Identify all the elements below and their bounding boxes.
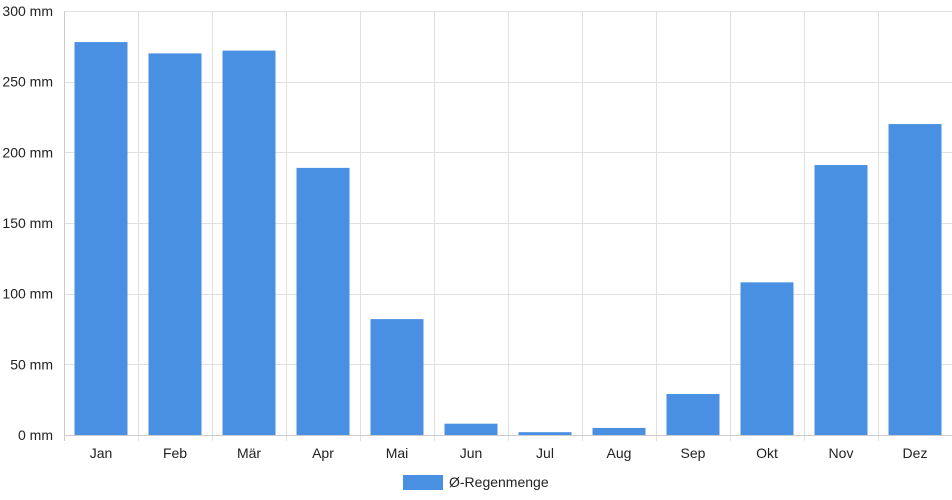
legend[interactable]: Ø-Regenmenge <box>403 474 549 490</box>
bar-dez[interactable] <box>888 124 942 436</box>
x-tick-label: Mär <box>237 445 261 461</box>
x-tick-label: Sep <box>681 445 706 461</box>
bar-aug[interactable] <box>592 427 646 435</box>
y-tick-label: 300 mm <box>2 3 53 19</box>
bar-jul[interactable] <box>518 432 572 435</box>
legend-swatch <box>403 475 443 490</box>
x-tick-label: Aug <box>607 445 632 461</box>
grid-lines <box>64 11 952 441</box>
x-tick-label: Dez <box>903 445 928 461</box>
x-tick-label: Mai <box>386 445 409 461</box>
bar-nov[interactable] <box>814 165 868 435</box>
x-tick-label: Apr <box>312 445 334 461</box>
y-tick-label: 150 mm <box>2 215 53 231</box>
y-axis-labels: 0 mm 50 mm 100 mm 150 mm 200 mm 250 mm 300 mm <box>2 3 53 443</box>
y-tick-label: 200 mm <box>2 144 53 160</box>
x-tick-label: Jan <box>90 445 113 461</box>
bar-sep[interactable] <box>666 394 720 435</box>
y-tick-label: 100 mm <box>2 286 53 302</box>
x-tick-label: Jul <box>536 445 554 461</box>
bar-mär[interactable] <box>222 50 276 435</box>
x-tick-label: Okt <box>756 445 778 461</box>
y-tick-label: 250 mm <box>2 74 53 90</box>
legend-label: Ø-Regenmenge <box>449 474 549 490</box>
bar-mai[interactable] <box>370 319 424 435</box>
bar-jun[interactable] <box>444 423 498 435</box>
y-tick-label: 0 mm <box>18 427 53 443</box>
bar-feb[interactable] <box>148 53 202 436</box>
y-tick-label: 50 mm <box>10 356 53 372</box>
bar-apr[interactable] <box>296 167 350 435</box>
bar-jan[interactable] <box>74 42 128 436</box>
axes <box>64 11 952 441</box>
x-tick-label: Feb <box>163 445 187 461</box>
x-tick-label: Jun <box>460 445 483 461</box>
x-axis-labels: Jan Feb Mär Apr Mai Jun Jul Aug Sep Okt Nov Dez <box>90 445 928 461</box>
bars <box>74 42 942 436</box>
x-tick-label: Nov <box>829 445 854 461</box>
bar-okt[interactable] <box>740 282 794 435</box>
